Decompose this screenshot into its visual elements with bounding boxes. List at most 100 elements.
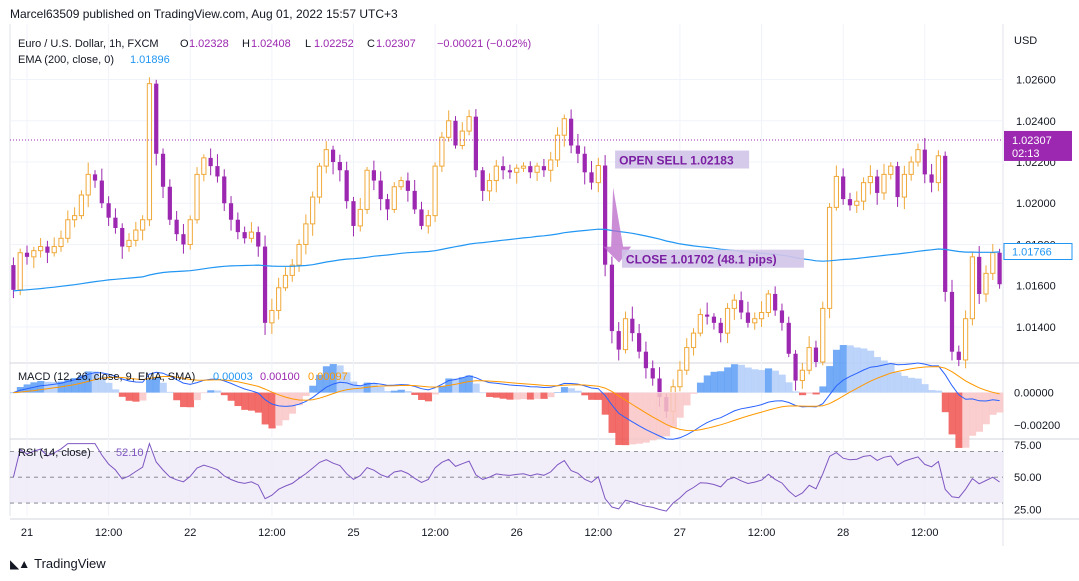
macd-histogram-bar [241,392,249,410]
macd-histogram-bar [492,392,501,398]
candle-body [65,219,71,239]
candle-body [616,331,621,350]
candle-body [222,176,227,204]
candle-body [630,318,635,334]
publish-line: Marcel63509 published on TradingView.com… [10,7,398,21]
macd-histogram-bar [560,387,569,393]
candle-body [78,194,85,217]
candle-body [779,310,785,323]
candle-body [493,165,499,182]
candle-body [146,83,153,221]
macd-histogram-bar [479,392,487,394]
ohlc-value-H: 1.02408 [251,38,291,50]
macd-histogram-bar [846,345,854,393]
macd-histogram-bar [397,389,405,393]
macd-histogram-bar [302,392,310,396]
macd-histogram-bar [472,383,480,393]
macd-histogram-bar [989,392,997,415]
candle-body [609,264,615,332]
macd-histogram-bar [771,370,779,393]
candle-body [412,190,417,210]
candle-body [405,180,410,191]
macd-histogram-bar [934,390,943,393]
macd-histogram-bar [295,392,303,406]
candle-body [371,170,376,181]
candle-body [58,237,64,248]
time-axis-tick-label: 12:00 [95,527,123,539]
candle-body [643,351,649,369]
macd-histogram-bar [594,392,603,400]
macd-histogram-bar [411,392,419,395]
candle-body [860,182,867,202]
macd-histogram-bar [853,347,861,393]
candle-body [752,318,758,324]
macd-axis-tick-label: −0.00200 [1014,420,1060,432]
ohlc-value-L: 1.02252 [314,38,354,50]
macd-histogram-bar [418,392,426,400]
macd-histogram-bar [792,391,800,393]
macd-histogram-bar [894,372,902,393]
macd-histogram-bar [458,377,467,393]
candle-body [657,378,662,398]
macd-histogram-bar [125,392,133,401]
candle-body [45,246,50,253]
macd-histogram-bar [724,367,732,393]
candle-body [867,175,873,184]
footer-brand: TradingView [34,556,106,571]
candle-body [534,165,540,173]
macd-histogram-bar [968,392,977,436]
macd-histogram-bar [588,392,596,400]
macd-histogram-bar [948,392,956,435]
macd-histogram-bar [105,382,113,393]
price-axis-tick-label: 1.01600 [1016,281,1056,293]
candle-body [282,274,289,289]
annotation-close: CLOSE 1.01702 (48.1 pips) [626,253,777,267]
candle-body [799,369,805,382]
candle-body [51,246,57,254]
time-axis-tick-label: 12:00 [911,527,939,539]
macd-histogram-bar [499,392,507,399]
macd-histogram-bar [832,349,841,393]
macd-histogram-bar [798,392,807,396]
candle-body [364,169,370,210]
macd-histogram-bar [173,392,181,401]
candle-body [997,252,1002,285]
macd-histogram-bar [812,392,820,395]
macd-signal-line [13,366,1000,432]
macd-histogram-bar [118,392,127,397]
macd-histogram-bar [717,371,725,393]
candle-body [724,307,731,334]
last-price-label: 1.02307 [1012,135,1052,147]
candle-body [194,173,200,221]
symbol-title: Euro / U.S. Dollar, 1h, FXCM [18,38,159,50]
time-axis-tick-label: 25 [347,527,359,539]
candle-body [711,316,717,323]
macd-histogram-bar [214,390,222,393]
candle-body [569,118,574,146]
macd-histogram-bar [690,392,698,394]
rsi-axis-tick-label: 50.00 [1014,472,1042,484]
macd-histogram-bar [166,391,174,393]
macd-histogram-bar [907,377,915,393]
macd-histogram-bar [275,392,283,426]
time-axis-tick-label: 21 [21,527,33,539]
candle-body [276,287,282,311]
candle-body [561,118,567,136]
macd-histogram-bar [431,392,439,395]
candle-body [248,231,255,239]
macd-histogram-bar [316,374,324,393]
rsi-legend-label: RSI (14, close) [18,447,91,459]
sell-arrow-icon [603,187,632,263]
candle-body [486,180,493,192]
macd-histogram-bar [254,392,263,413]
candle-body [215,166,220,177]
price-axis-tick-label: 1.02400 [1016,116,1056,128]
candle-body [895,166,900,198]
ema-legend-value: 1.01896 [130,54,170,66]
macd-histogram-bar [683,392,691,406]
candle-body [398,180,404,188]
time-axis-tick-label: 12:00 [748,527,776,539]
candle-body [289,264,295,276]
candle-body [133,229,139,241]
